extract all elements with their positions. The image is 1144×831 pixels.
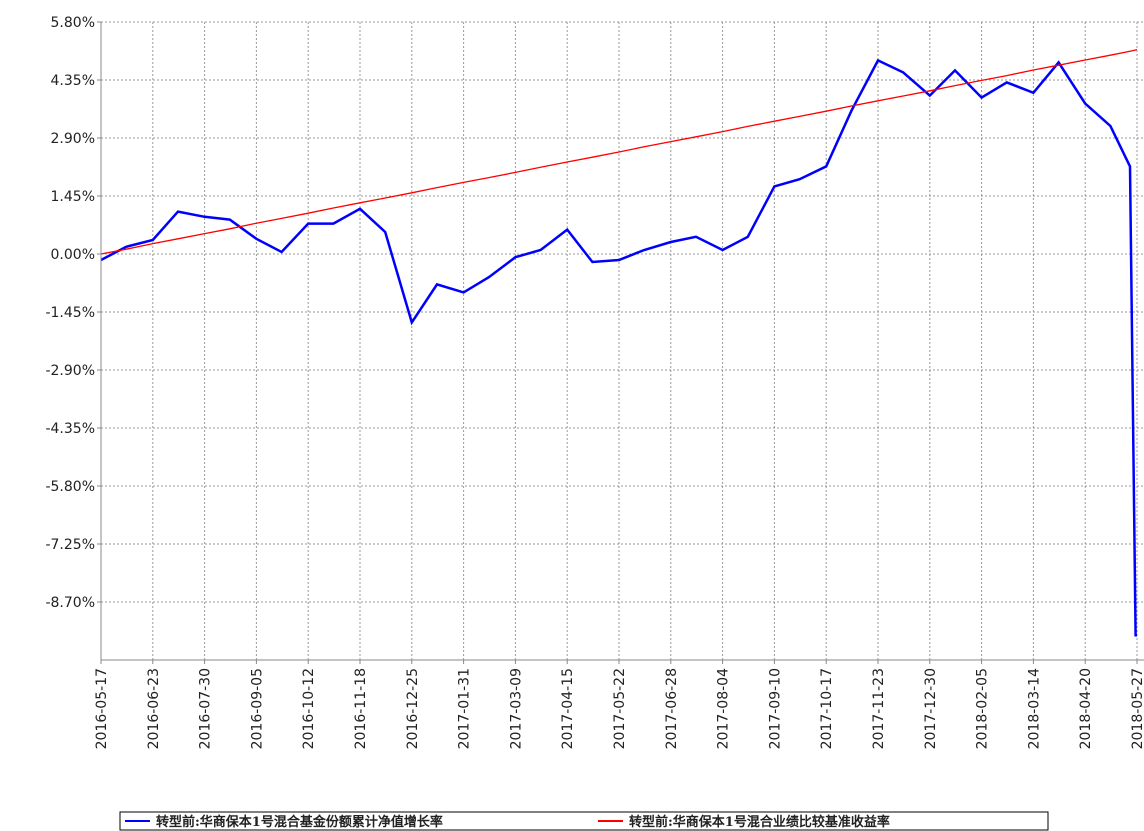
- y-tick-label: 5.80%: [51, 15, 95, 31]
- legend-items: 转型前:华商保本1号混合基金份额累计净值增长率 转型前:华商保本1号混合业绩比较基…: [125, 814, 890, 830]
- x-tick-label: 2018-05-27: [1130, 668, 1144, 749]
- legend: [119, 811, 1049, 831]
- x-tick-label: 2017-03-09: [508, 668, 524, 749]
- y-tick-label: -4.35%: [45, 421, 95, 437]
- y-tick-label: 1.45%: [51, 189, 95, 205]
- x-tick-label: 2016-06-23: [146, 668, 162, 749]
- y-tick-label: -2.90%: [45, 363, 95, 379]
- x-tick-label: 2018-02-05: [975, 668, 991, 749]
- y-tick-label: -5.80%: [45, 479, 95, 495]
- x-tick-label: 2016-10-12: [301, 668, 317, 749]
- grid: [100, 21, 1144, 660]
- x-tick-label: 2017-10-17: [819, 668, 835, 749]
- lines: [100, 48, 1138, 637]
- x-tick-label: 2016-12-25: [405, 668, 421, 749]
- y-tick-label: 2.90%: [51, 131, 95, 147]
- x-tick-label: 2018-04-20: [1078, 668, 1094, 749]
- series-line: [100, 58, 1137, 637]
- y-tick-label: -8.70%: [45, 595, 95, 611]
- x-tick-label: 2016-07-30: [198, 668, 214, 749]
- x-tick-label: 2016-09-05: [249, 668, 265, 749]
- x-tick-label: 2017-01-31: [457, 668, 473, 749]
- x-tick-label: 2017-05-22: [612, 668, 628, 749]
- x-tick-label: 2016-11-18: [353, 668, 369, 749]
- x-tick-label: 2016-05-17: [94, 668, 110, 749]
- x-tick-label: 2017-09-10: [767, 668, 783, 749]
- x-tick-label: 2017-08-04: [716, 668, 732, 749]
- y-tick-label: 4.35%: [51, 73, 95, 89]
- x-tick-label: 2017-12-30: [923, 668, 939, 749]
- y-tick-label: -7.25%: [45, 537, 95, 553]
- x-tick-label: 2018-03-14: [1026, 668, 1042, 749]
- x-tick-label: 2017-04-15: [560, 668, 576, 749]
- labels: 5.80% 4.35% 2.90% 1.45% 0.00% -1.45% -2.90% -4.…: [45, 15, 1144, 749]
- x-tick-label: 2017-06-28: [664, 668, 680, 749]
- y-tick-label: 0.00%: [51, 247, 95, 263]
- plot-area: [101, 22, 1144, 660]
- series-line: [100, 48, 1138, 255]
- legend-label: 转型前:华商保本1号混合基金份额累计净值增长率: [156, 814, 443, 830]
- x-tick-label: 2017-11-23: [871, 668, 887, 749]
- legend-label: 转型前:华商保本1号混合业绩比较基准收益率: [629, 814, 890, 830]
- y-tick-label: -1.45%: [45, 305, 95, 321]
